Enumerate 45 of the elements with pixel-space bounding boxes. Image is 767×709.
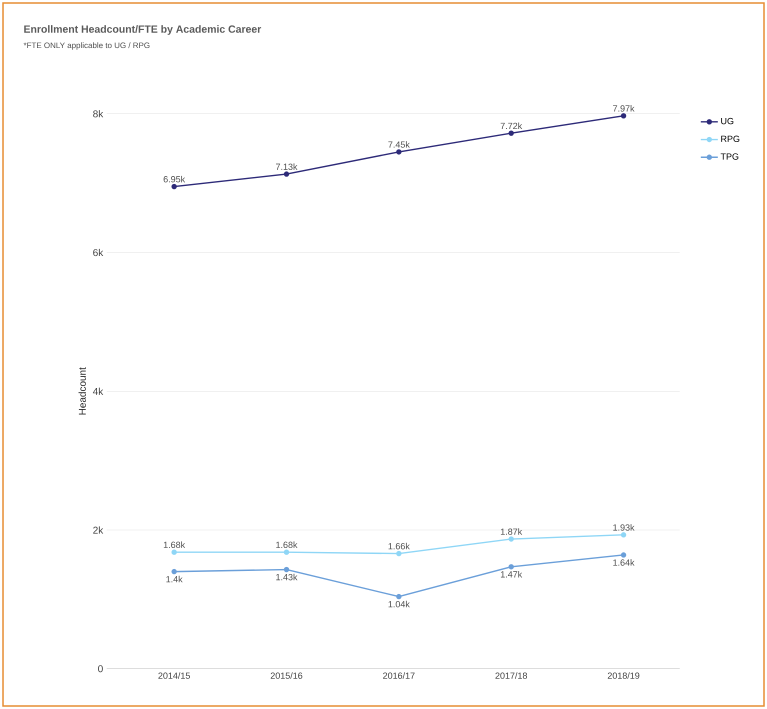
data-label: 1.4k: [166, 576, 183, 582]
legend-label: RPG: [721, 136, 740, 142]
y-axis-title: Headcount: [78, 367, 86, 415]
data-label: 7.97k: [613, 105, 635, 112]
data-label: 1.87k: [500, 528, 522, 535]
data-label: 7.13k: [276, 163, 298, 170]
data-label: 1.93k: [613, 524, 635, 531]
point: [620, 552, 626, 558]
point: [508, 130, 514, 136]
legend-label: UG: [721, 118, 734, 124]
point: [508, 536, 514, 542]
point: [620, 113, 626, 119]
x-tick-label: 2015/16: [270, 672, 302, 679]
data-label: 1.68k: [276, 541, 298, 548]
data-label: 7.72k: [500, 122, 522, 129]
legend-label: TPG: [720, 153, 738, 160]
chart-title: Enrollment Headcount/FTE by Academic Career: [24, 25, 262, 35]
x-tick-label: 2017/18: [495, 672, 528, 679]
data-label: 1.66k: [388, 542, 410, 550]
point: [284, 566, 290, 572]
x-tick-label: 2016/17: [383, 672, 415, 679]
point: [284, 550, 290, 555]
point: [171, 568, 177, 574]
data-label: 1.43k: [276, 574, 298, 580]
x-tick-label: 2014/15: [158, 672, 190, 679]
data-label: 7.45k: [388, 141, 410, 148]
data-label: 1.68k: [164, 541, 186, 548]
point: [396, 149, 402, 155]
y-tick-label: 2k: [93, 526, 104, 534]
point: [620, 532, 626, 538]
y-tick-label: 8k: [93, 110, 104, 118]
point: [171, 184, 177, 190]
point: [396, 550, 402, 556]
point: [508, 564, 514, 570]
y-tick-label: 0: [98, 665, 103, 672]
point: [396, 594, 402, 600]
y-tick-label: 6k: [93, 248, 104, 256]
x-tick-label: 2018/19: [608, 672, 640, 679]
point: [171, 550, 177, 555]
data-label: 6.95k: [164, 176, 186, 182]
data-label: 1.04k: [388, 600, 410, 608]
point: [284, 171, 290, 177]
data-label: 1.64k: [613, 559, 635, 566]
y-tick-label: 4k: [92, 388, 104, 395]
data-label: 1.47k: [500, 570, 522, 578]
